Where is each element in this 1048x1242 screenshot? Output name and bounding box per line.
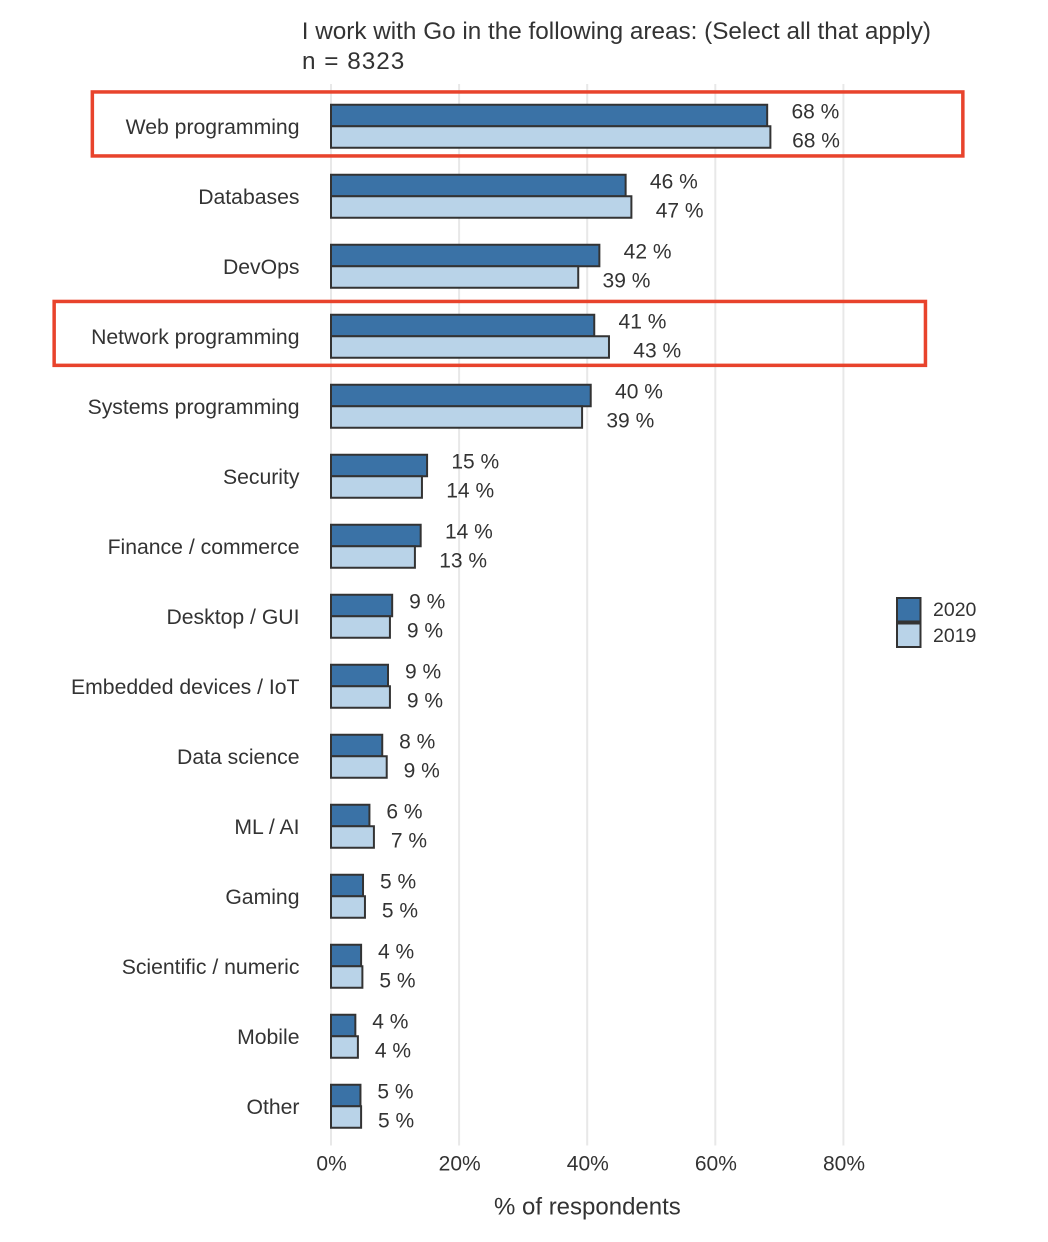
svg-text:5 %: 5 % — [380, 870, 416, 893]
svg-text:I work with Go in the followin: I work with Go in the following areas: (… — [302, 18, 931, 45]
svg-text:15 %: 15 % — [451, 450, 499, 473]
svg-text:60%: 60% — [695, 1153, 737, 1176]
svg-text:14 %: 14 % — [445, 520, 493, 543]
svg-text:13 %: 13 % — [439, 549, 487, 572]
svg-text:9 %: 9 % — [409, 590, 445, 613]
svg-text:9 %: 9 % — [405, 660, 441, 683]
svg-text:5 %: 5 % — [382, 899, 418, 922]
svg-text:2020: 2020 — [933, 599, 977, 621]
svg-text:Gaming: Gaming — [225, 886, 299, 909]
svg-text:Databases: Databases — [198, 186, 299, 209]
svg-text:Other: Other — [247, 1096, 300, 1119]
svg-text:9 %: 9 % — [407, 619, 443, 642]
svg-text:39 %: 39 % — [603, 269, 651, 292]
svg-text:Systems programming: Systems programming — [88, 396, 300, 419]
svg-text:80%: 80% — [823, 1153, 865, 1176]
svg-text:9 %: 9 % — [404, 759, 440, 782]
svg-text:% of respondents: % of respondents — [494, 1194, 681, 1221]
svg-text:9 %: 9 % — [407, 689, 443, 712]
svg-text:ML / AI: ML / AI — [234, 816, 299, 839]
svg-text:Security: Security — [223, 466, 300, 489]
svg-text:8 %: 8 % — [399, 730, 435, 753]
svg-text:Network programming: Network programming — [91, 326, 299, 349]
svg-text:41 %: 41 % — [619, 310, 667, 333]
svg-text:0%: 0% — [316, 1153, 346, 1176]
svg-text:39 %: 39 % — [606, 409, 654, 432]
svg-text:Scientific / numeric: Scientific / numeric — [122, 956, 300, 979]
svg-text:40 %: 40 % — [615, 380, 663, 403]
svg-text:5 %: 5 % — [379, 969, 415, 992]
svg-text:20%: 20% — [439, 1153, 481, 1176]
svg-text:46 %: 46 % — [650, 170, 698, 193]
svg-text:Mobile: Mobile — [237, 1026, 299, 1049]
svg-text:43 %: 43 % — [633, 339, 681, 362]
svg-text:47 %: 47 % — [656, 199, 704, 222]
svg-text:68 %: 68 % — [792, 129, 840, 152]
svg-text:Finance / commerce: Finance / commerce — [108, 536, 300, 559]
svg-text:5 %: 5 % — [377, 1080, 413, 1103]
svg-text:6 %: 6 % — [386, 800, 422, 823]
svg-text:14 %: 14 % — [446, 479, 494, 502]
svg-text:40%: 40% — [567, 1153, 609, 1176]
svg-text:n = 8323: n = 8323 — [302, 48, 405, 75]
svg-text:68 %: 68 % — [791, 100, 839, 123]
svg-text:5 %: 5 % — [378, 1109, 414, 1132]
svg-text:Desktop / GUI: Desktop / GUI — [166, 606, 299, 629]
svg-text:Embedded devices / IoT: Embedded devices / IoT — [71, 676, 300, 699]
svg-text:Data science: Data science — [177, 746, 299, 769]
svg-text:2019: 2019 — [933, 625, 976, 647]
svg-text:4 %: 4 % — [375, 1039, 411, 1062]
svg-text:4 %: 4 % — [378, 940, 414, 963]
svg-text:DevOps: DevOps — [223, 256, 300, 279]
svg-text:7 %: 7 % — [391, 829, 427, 852]
svg-text:42 %: 42 % — [624, 240, 672, 263]
svg-text:Web programming: Web programming — [126, 116, 300, 139]
svg-text:4 %: 4 % — [372, 1010, 408, 1033]
